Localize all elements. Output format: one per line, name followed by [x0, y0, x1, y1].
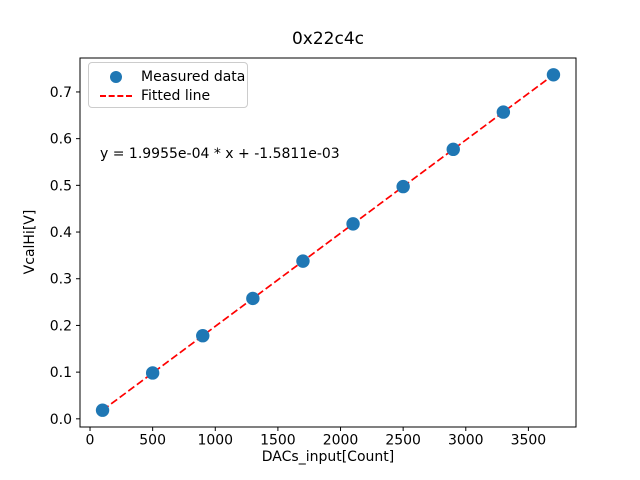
data-point [196, 329, 210, 343]
chart-title: 0x22c4c [291, 29, 365, 49]
x-tick-label: 3500 [511, 433, 547, 449]
y-tick-label: 0.0 [50, 412, 72, 428]
y-tick-label: 0.2 [50, 318, 72, 334]
y-tick-label: 0.7 [50, 85, 72, 101]
x-tick-label: 1500 [260, 433, 296, 449]
x-tick-label: 1000 [197, 433, 233, 449]
legend-item-measured-data: Measured data [99, 67, 245, 86]
x-tick-label: 500 [139, 433, 166, 449]
measured-data-marker-icon [99, 70, 133, 83]
y-tick-label: 0.5 [50, 178, 72, 194]
data-point [496, 105, 511, 119]
fitted-line [102, 74, 554, 411]
data-point [95, 403, 110, 417]
x-tick-label: 3000 [448, 433, 484, 449]
dashed-line-icon [100, 94, 132, 97]
x-axis-label: DACs_input[Count] [261, 449, 395, 465]
axes-frame [79, 57, 577, 428]
legend: Measured data Fitted line [88, 62, 248, 108]
legend-label: Fitted line [141, 87, 211, 104]
data-point [246, 291, 260, 306]
data-point [446, 142, 460, 157]
data-point [346, 217, 360, 231]
y-tick-label: 0.4 [50, 225, 72, 241]
scatter-dot-icon [110, 70, 122, 83]
y-tick-label: 0.1 [50, 365, 72, 381]
data-point [145, 366, 160, 380]
y-axis-label: VcalHi[V] [22, 209, 38, 275]
fitted-line-swatch-icon [99, 94, 133, 97]
x-tick-label: 2000 [323, 433, 359, 449]
legend-item-fitted-line: Fitted line [99, 86, 239, 105]
fit-equation-annotation: y = 1.9955e-04 * x + -1.5811e-03 [100, 146, 340, 162]
x-tick-label: 2500 [385, 433, 421, 449]
data-point [296, 254, 310, 268]
data-point [546, 68, 561, 82]
data-point [396, 179, 410, 194]
y-tick-label: 0.3 [50, 272, 72, 288]
y-tick-label: 0.6 [50, 132, 72, 148]
legend-label: Measured data [141, 68, 246, 85]
x-tick-label: 0 [86, 433, 95, 449]
